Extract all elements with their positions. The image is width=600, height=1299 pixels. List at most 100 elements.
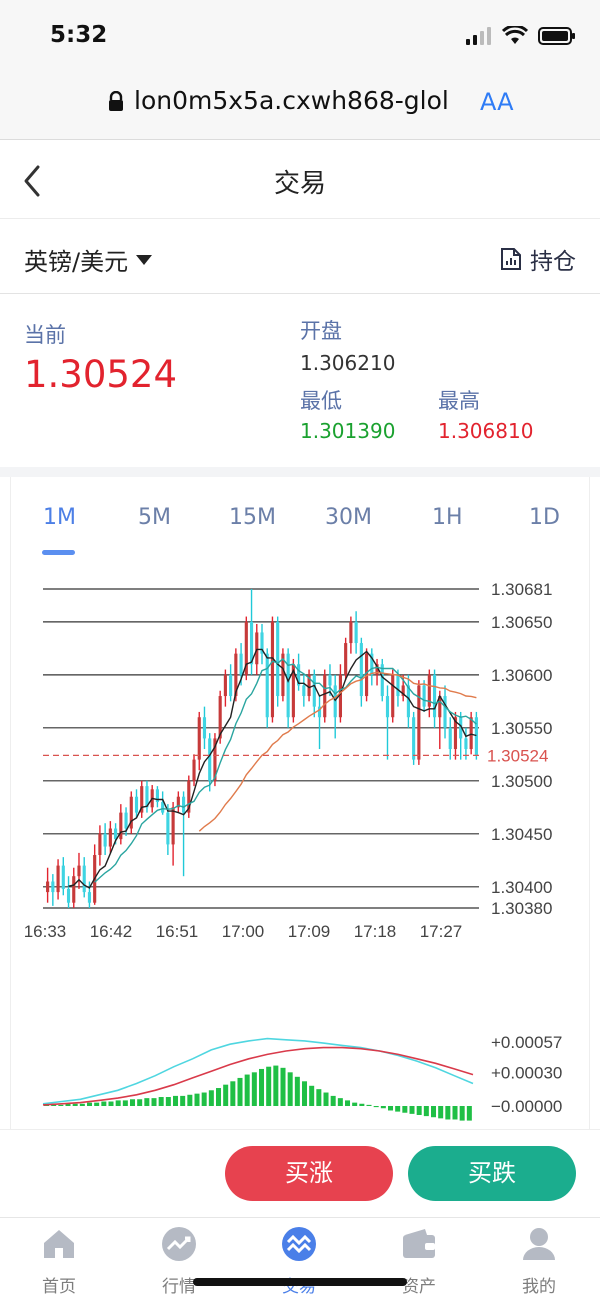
macd-bar xyxy=(165,1097,171,1106)
ma30-line xyxy=(198,671,477,832)
candle xyxy=(103,833,107,847)
candle xyxy=(317,706,322,718)
x-axis-tick-label: 16:51 xyxy=(156,922,199,941)
url-text[interactable]: lon0m5x5a.cxwh868-glol xyxy=(134,86,449,115)
tab-profile[interactable]: 我的 xyxy=(499,1226,579,1297)
candle xyxy=(145,786,149,808)
macd-bar xyxy=(316,1089,322,1106)
candle xyxy=(270,621,275,718)
macd-bar xyxy=(223,1084,229,1106)
buy-down-button[interactable]: 买跌 xyxy=(408,1146,576,1201)
macd-bar xyxy=(79,1103,85,1106)
candle xyxy=(197,717,201,760)
trade-actions: 买涨 买跌 xyxy=(0,1129,600,1217)
candle xyxy=(276,621,280,697)
candle xyxy=(202,717,207,739)
price-chart[interactable]: 1.30681 1.30650 1.30600 1.30550 1.30500 1.304… xyxy=(11,477,591,1129)
candle xyxy=(391,674,395,718)
tab-1d[interactable]: 1D xyxy=(529,505,560,530)
candle xyxy=(260,632,264,654)
macd-bar xyxy=(266,1066,272,1106)
tab-15m[interactable]: 15M xyxy=(229,505,276,530)
macd-bar xyxy=(108,1101,114,1106)
candle xyxy=(229,674,233,697)
positions-button[interactable]: 持仓 xyxy=(500,242,576,276)
low-value: 1.301390 xyxy=(300,419,396,443)
macd-bar xyxy=(287,1072,293,1106)
tab-market-label: 行情 xyxy=(162,1277,196,1297)
nav-header: 交易 xyxy=(0,141,600,219)
macd-bar xyxy=(208,1090,214,1106)
macd-bar xyxy=(130,1099,136,1106)
tab-30m[interactable]: 30M xyxy=(325,505,372,530)
macd-bar xyxy=(230,1081,236,1106)
high-value: 1.306810 xyxy=(438,419,534,443)
macd-bar xyxy=(101,1101,107,1106)
macd-bar xyxy=(122,1100,128,1106)
candle xyxy=(417,685,421,760)
macd-bar xyxy=(402,1106,408,1113)
trade-icon xyxy=(282,1227,316,1261)
candle xyxy=(354,621,358,644)
candle xyxy=(171,807,175,845)
browser-url-bar[interactable]: lon0m5x5a.cxwh868-glol AA xyxy=(0,70,600,140)
back-icon[interactable] xyxy=(18,161,48,201)
macd-dea-line xyxy=(42,1046,474,1106)
macd-bar xyxy=(438,1106,444,1119)
symbol-selector[interactable]: 英镑/美元 xyxy=(24,242,153,277)
candle xyxy=(302,685,306,697)
ma5-line xyxy=(68,648,477,889)
y-axis-tick-label: 1.30600 xyxy=(491,666,552,685)
tab-home[interactable]: 首页 xyxy=(19,1226,99,1297)
tab-trade[interactable]: 交易 xyxy=(259,1226,339,1297)
candle xyxy=(77,865,81,877)
candle xyxy=(239,653,243,675)
candle xyxy=(380,664,384,697)
y-axis-tick-label: 1.30380 xyxy=(491,899,552,918)
profile-icon xyxy=(523,1228,555,1260)
tab-assets[interactable]: 资产 xyxy=(379,1226,459,1297)
macd-bar xyxy=(380,1106,386,1109)
candle xyxy=(375,664,379,675)
macd-tick-label: +0.00030 xyxy=(491,1063,562,1082)
macd-bar xyxy=(395,1106,401,1112)
candle xyxy=(192,759,196,781)
candle xyxy=(453,717,458,750)
tab-1m[interactable]: 1M xyxy=(43,505,76,530)
status-icons xyxy=(466,26,576,46)
open-value: 1.306210 xyxy=(300,351,396,375)
y-axis-tick-label: 1.30500 xyxy=(491,772,552,791)
buy-up-button[interactable]: 买涨 xyxy=(225,1146,393,1201)
candle xyxy=(134,796,139,813)
dropdown-triangle-icon xyxy=(136,254,153,265)
macd-bar xyxy=(359,1103,365,1106)
candle xyxy=(72,876,76,903)
candle xyxy=(469,717,473,750)
x-axis-tick-label: 16:33 xyxy=(24,922,67,941)
tab-1h[interactable]: 1H xyxy=(432,505,463,530)
macd-bar xyxy=(237,1077,243,1106)
macd-bar xyxy=(416,1106,422,1115)
status-time: 5:32 xyxy=(50,22,108,48)
candle xyxy=(51,881,55,893)
current-price: 1.30524 xyxy=(24,353,178,396)
tab-5m[interactable]: 5M xyxy=(138,505,171,530)
macd-dif-line xyxy=(42,1037,474,1105)
text-size-button[interactable]: AA xyxy=(480,88,514,116)
macd-bar xyxy=(352,1102,358,1106)
section-divider xyxy=(0,467,600,477)
candle xyxy=(108,828,112,847)
macd-bar xyxy=(409,1106,415,1114)
x-axis-tick-label: 16:42 xyxy=(90,922,133,941)
y-axis-tick-label: 1.30550 xyxy=(491,719,552,738)
candle xyxy=(427,674,431,707)
chart-card: 1M 5M 15M 30M 1H 1D 1.30681 1.30650 1.3060… xyxy=(10,477,590,1129)
tab-market[interactable]: 行情 xyxy=(139,1226,219,1297)
macd-bar xyxy=(259,1068,265,1106)
candle xyxy=(432,674,437,718)
bottom-tab-bar: 首页 行情 交易 资产 我的 xyxy=(0,1217,600,1299)
battery-icon xyxy=(538,27,575,45)
tab-assets-label: 资产 xyxy=(402,1277,436,1297)
candle xyxy=(223,674,227,697)
candle xyxy=(412,717,416,760)
